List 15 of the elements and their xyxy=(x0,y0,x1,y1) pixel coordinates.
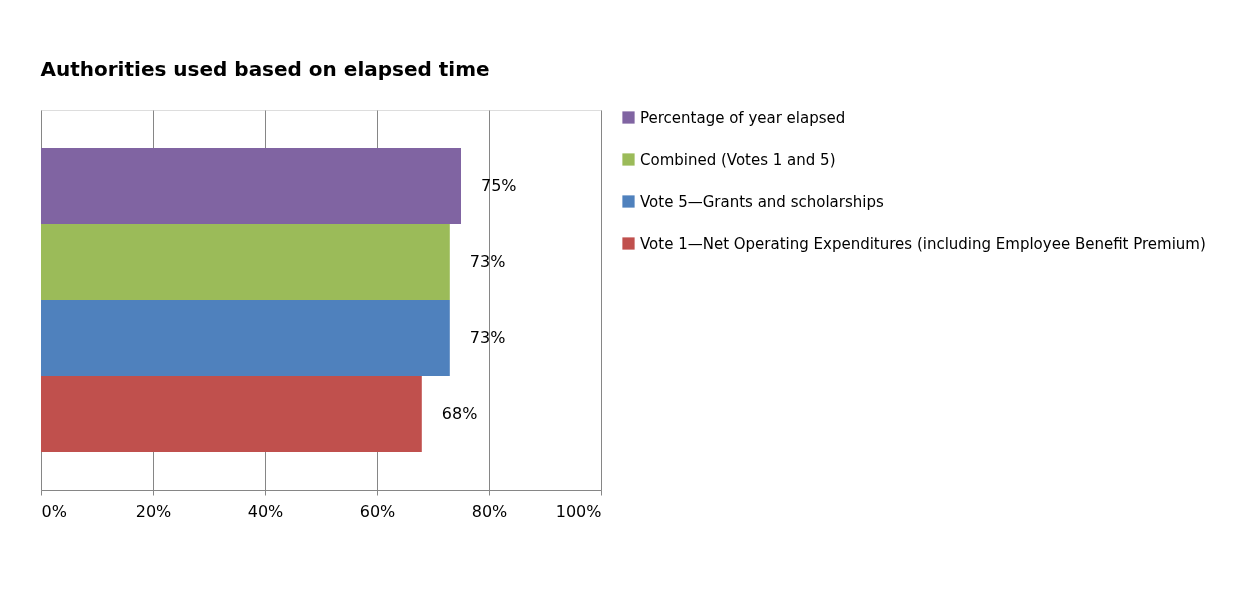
legend-label: Combined (Votes 1 and 5) xyxy=(640,150,836,169)
x-tick-label: 60% xyxy=(359,501,396,521)
legend-label: Percentage of year elapsed xyxy=(640,108,846,127)
legend-label: Vote 1—Net Operating Expenditures (including Employee Benefit Premium) xyxy=(640,234,1206,253)
chart-title: Authorities used based on elapsed time xyxy=(40,57,490,81)
x-tick-label: 40% xyxy=(247,501,284,521)
x-tick-label: 100% xyxy=(555,501,602,521)
x-tick-label: 20% xyxy=(135,501,172,521)
x-tick-label: 0% xyxy=(41,501,67,521)
data-label: 73% xyxy=(469,328,506,347)
data-label: 68% xyxy=(441,404,478,423)
data-label: 75% xyxy=(481,176,517,195)
legend-label: Vote 5—Grants and scholarships xyxy=(640,192,884,211)
data-label: 73% xyxy=(469,252,506,271)
x-tick-label: 80% xyxy=(471,501,508,521)
